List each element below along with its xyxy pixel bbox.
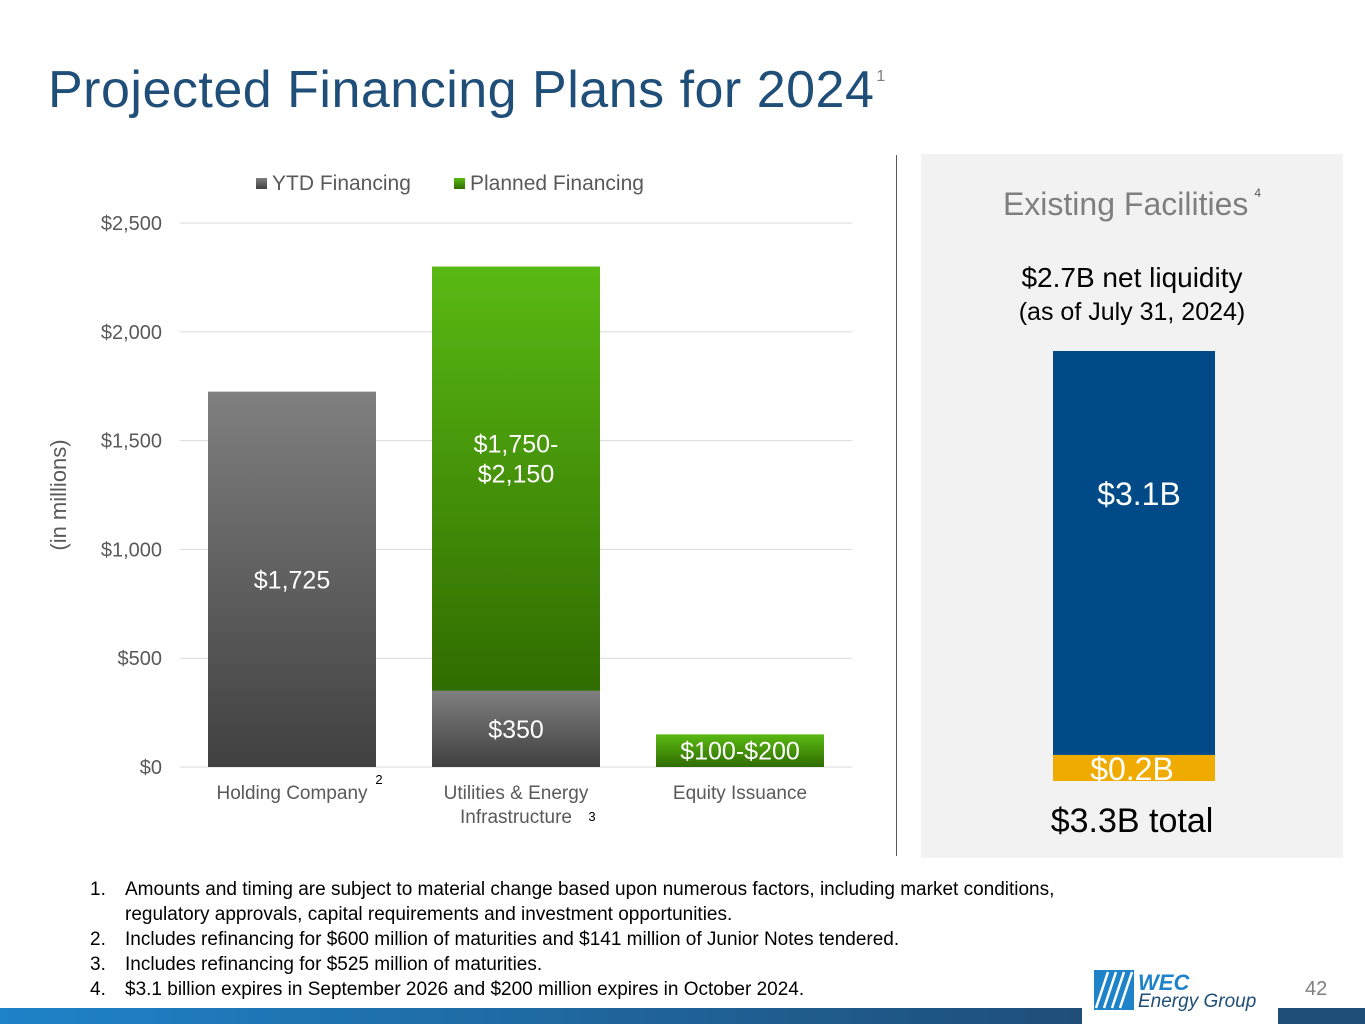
- facilities-stacked-bar: $0.2B $3.1B: [1053, 351, 1215, 787]
- footer-bar-right: [1278, 1008, 1365, 1024]
- bar-data-label: $1,725: [254, 566, 330, 594]
- footnote-3: 3. Includes refinancing for $525 million …: [90, 954, 543, 975]
- y-tick-label: $500: [118, 648, 163, 670]
- x-axis-labels: Holding Company 2 Utilities & Energy Infras…: [216, 772, 807, 828]
- footnote-4: 4. $3.1 billion expires in September 2026…: [90, 979, 805, 1000]
- footer-bar: [0, 1008, 1082, 1024]
- legend-swatch: [454, 178, 465, 189]
- x-label-footnote: 2: [375, 772, 382, 787]
- bar-data-label: $100-$200: [680, 738, 800, 766]
- bar-data-label: $1,750-: [474, 431, 559, 459]
- existing-facilities-panel: Existing Facilities 4 $2.7B net liquidity…: [921, 154, 1343, 858]
- bar-ytd: [432, 690, 600, 767]
- x-tick-label: Holding Company: [216, 783, 368, 804]
- net-liquidity: $2.7B net liquidity: [1021, 262, 1243, 293]
- facilities-total: $3.3B total: [1050, 802, 1214, 840]
- chart-legend: YTD Financing Planned Financing: [256, 172, 644, 195]
- y-axis-ticks: $0 $500 $1,000 $1,500 $2,000 $2,500: [101, 213, 162, 779]
- legend-label: Planned Financing: [470, 172, 644, 195]
- title-footnote-marker: 1: [876, 68, 886, 85]
- bar-data-label: $2,150: [478, 461, 554, 489]
- x-tick-label: Infrastructure: [460, 807, 572, 828]
- y-tick-label: $1,500: [101, 431, 162, 453]
- bar-planned: [656, 734, 824, 767]
- x-tick-label: Utilities & Energy: [444, 783, 589, 804]
- facilities-title: Existing Facilities 4: [921, 186, 1343, 223]
- financing-bar-chart: YTD Financing Planned Financing $0 $500 $1,…: [46, 172, 852, 828]
- wec-logo-icon: [1094, 970, 1134, 1010]
- section-divider: [896, 155, 897, 856]
- x-tick-label: Equity Issuance: [673, 783, 807, 804]
- facilities-footnote-marker: 4: [1254, 186, 1262, 200]
- y-axis-label: (in millions): [46, 439, 71, 550]
- footnotes: 1. Amounts and timing are subject to mate…: [90, 877, 1070, 1002]
- page-title-text: Projected Financing Plans for 2024: [48, 61, 875, 119]
- facility-segment-label: $0.2B: [1090, 751, 1174, 787]
- bar-planned: [432, 266, 600, 691]
- x-label-footnote: 3: [588, 809, 595, 824]
- legend-label: YTD Financing: [272, 172, 411, 195]
- facility-segment: [1053, 754, 1215, 781]
- facility-segment-label: $3.1B: [1097, 476, 1181, 512]
- y-tick-label: $0: [140, 757, 162, 779]
- wec-logo: WEC Energy Group: [1094, 970, 1264, 1014]
- chart-data-labels: $1,725 $350 $1,750-$2,150 $100-$200: [254, 431, 800, 766]
- legend-swatch: [256, 178, 267, 189]
- bar-data-label: $350: [488, 716, 544, 744]
- facility-segment: [1053, 351, 1215, 755]
- page-number: 42: [1305, 978, 1328, 1000]
- liquidity-date: (as of July 31, 2024): [1018, 298, 1246, 326]
- bar-ytd: [208, 391, 376, 767]
- page-title: Projected Financing Plans for 2024 1: [48, 60, 886, 120]
- logo-text-energy-group: Energy Group: [1138, 991, 1257, 1012]
- y-tick-label: $1,000: [101, 539, 162, 561]
- footnote-1: 1. Amounts and timing are subject to mate…: [90, 879, 1055, 925]
- y-tick-label: $2,000: [101, 322, 162, 344]
- chart-bars: [208, 266, 824, 767]
- facilities-title-text: Existing Facilities: [1002, 186, 1249, 222]
- y-tick-label: $2,500: [101, 213, 162, 235]
- footnote-2: 2. Includes refinancing for $600 million …: [90, 929, 900, 950]
- logo-text-wec: WEC: [1138, 970, 1190, 995]
